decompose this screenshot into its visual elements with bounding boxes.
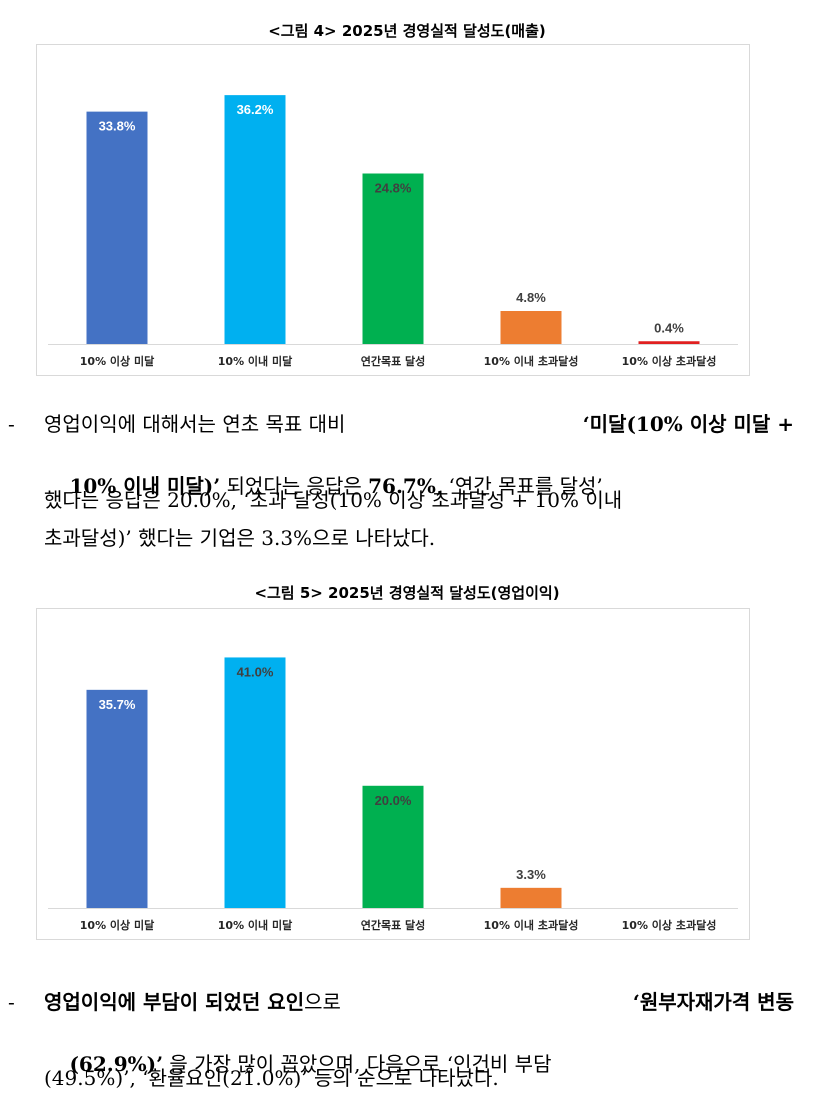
bar-4 [500,887,562,908]
bullet-dash-2: - [8,990,15,1014]
p2-line2-b: 을 가장 많이 꼽았으며, 다음으로 ‘인건비 부담 [169,1052,552,1076]
category-label-2: 10% 이내 미달 [218,918,292,932]
data-label-1: 35.7% [99,697,136,712]
category-label-1: 10% 이상 미달 [80,918,154,932]
bar-1 [86,111,148,344]
data-label-3: 24.8% [375,181,412,196]
data-label-5: 0.4% [654,320,684,335]
p1-line1-b: ‘미달(10% 이상 미달 + [582,412,794,436]
bar-4 [500,311,562,344]
category-label-1: 10% 이상 미달 [80,354,154,368]
data-label-4: 4.8% [516,290,546,305]
bar-3 [362,785,424,908]
figure-5-chart: 35.7% 10% 이상 미달 41.0% 10% 이내 미달 20.0% 연간목표 달성… [36,608,750,940]
figure-5-chart-svg: 35.7% 10% 이상 미달 41.0% 10% 이내 미달 20.0% 연간목표 달성… [48,657,738,932]
bar-2 [224,95,286,344]
category-label-2: 10% 이내 미달 [218,354,292,368]
data-label-2: 41.0% [237,664,274,679]
figure-4-title: <그림 4> 2025년 경영실적 달성도(매출) [268,22,546,40]
p1-line1-a: 영업이익에 대해서는 연초 목표 대비 [44,412,346,436]
figure-5-title: <그림 5> 2025년 경영실적 달성도(영업이익) [254,584,560,602]
category-label-4: 10% 이내 초과달성 [484,354,579,368]
bar-1 [86,689,148,908]
category-label-3: 연간목표 달성 [361,918,426,932]
p1-line4: 초과달성)’ 했다는 기업은 3.3%으로 나타났다. [44,526,436,550]
p1-line2-b: 되었다는 응답은 [226,474,362,498]
bullet-dash: - [8,412,15,436]
data-label-1: 33.8% [99,119,136,134]
category-label-3: 연간목표 달성 [361,354,426,368]
p1-line3: 했다는 응답은 20.0%, ‘초과 달성(10% 이상 초과달성 + 10% … [44,488,623,512]
category-label-5: 10% 이상 초과달성 [622,354,717,368]
p2-line1-a: 영업이익에 부담이 되었던 요인 [44,990,305,1014]
data-label-2: 36.2% [237,102,274,117]
data-label-3: 20.0% [375,793,412,808]
bar-3 [362,173,424,344]
p2-line1-c: ‘원부자재가격 변동 [632,990,794,1014]
p2-line2-a: (62.9%)’ [69,1052,164,1076]
p2-line3: (49.5%)’, ‘환율요인(21.0%)’ 등의 순으로 나타났다. [44,1066,499,1090]
category-label-4: 10% 이내 초과달성 [484,918,579,932]
bar-2 [224,657,286,908]
category-label-5: 10% 이상 초과달성 [622,918,717,932]
p1-line2-d: , ‘연간 목표를 달성’ [435,474,603,498]
p2-line1-b: 으로 [304,990,341,1014]
bar-5 [638,341,700,344]
figure-4-chart: 33.8% 10% 이상 미달 36.2% 10% 이내 미달 24.8% 연간목표 달성… [36,44,750,376]
data-label-4: 3.3% [516,867,546,882]
p1-line2-a: 10% 이내 미달)’ [69,474,221,498]
p1-line2-c: 76.7% [368,474,436,498]
figure-4-chart-svg: 33.8% 10% 이상 미달 36.2% 10% 이내 미달 24.8% 연간목표 달성… [48,95,738,368]
